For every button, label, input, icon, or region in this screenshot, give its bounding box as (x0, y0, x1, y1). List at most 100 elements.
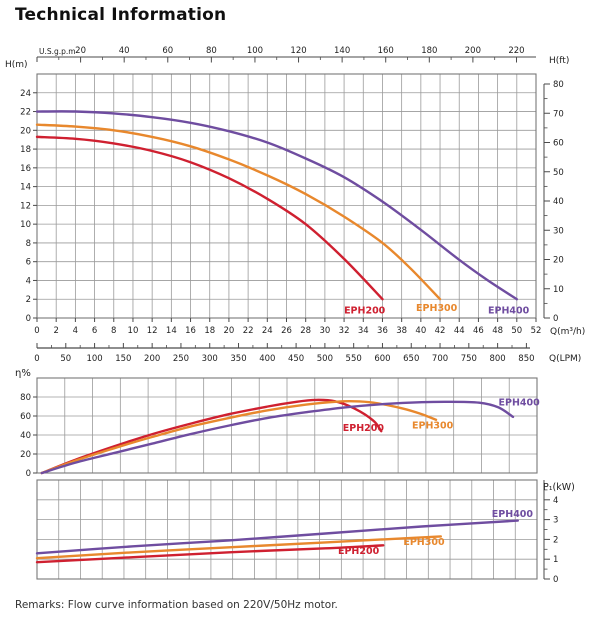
h-ft-axis-title: H(ft) (549, 56, 569, 66)
usgpm-tick-label: 100 (247, 46, 263, 56)
eta-tick-label: 60 (20, 412, 31, 422)
efficiency-chart-series-label-eph200: EPH200 (343, 423, 385, 434)
q-m3h-tick-label: 20 (224, 326, 235, 336)
q-m3h-tick-label: 50 (511, 326, 522, 336)
q-lpm-tick-label: 550 (346, 354, 362, 364)
h-m-tick-label: 2 (26, 295, 31, 305)
q-lpm-tick-label: 400 (259, 354, 275, 364)
q-lpm-tick-label: 0 (34, 354, 39, 364)
h-m-tick-label: 16 (20, 164, 31, 174)
head-chart-series-label-eph400: EPH400 (488, 305, 530, 316)
eta-axis-title: η% (15, 368, 31, 379)
q-m3h-tick-label: 48 (492, 326, 503, 336)
q-m3h-tick-label: 2 (53, 326, 58, 336)
q-lpm-tick-label: 250 (173, 354, 189, 364)
q-m3h-tick-label: 12 (147, 326, 158, 336)
power-chart-series-label-eph300: EPH300 (403, 537, 445, 548)
h-ft-tick-label: 0 (553, 314, 558, 324)
h-m-tick-label: 14 (20, 183, 31, 193)
efficiency-chart-plot-border (36, 377, 538, 474)
p-kw-tick-label: 2 (553, 535, 558, 545)
q-m3h-tick-label: 34 (358, 326, 369, 336)
page-title: Technical Information (15, 5, 227, 25)
p-kw-tick-label: 0 (553, 575, 558, 585)
h-m-tick-label: 8 (26, 239, 31, 249)
efficiency-chart-curve-eph200 (40, 398, 383, 475)
eta-tick-label: 40 (20, 431, 31, 441)
q-lpm-tick-label: 750 (461, 354, 477, 364)
q-m3h-tick-label: 18 (204, 326, 215, 336)
q-m3h-tick-label: 30 (319, 326, 330, 336)
usgpm-axis-title: U.S.g.p.m (39, 47, 76, 56)
q-m3h-tick-label: 24 (262, 326, 273, 336)
usgpm-tick-label: 60 (162, 46, 173, 56)
head-chart-series-label-eph300: EPH300 (416, 303, 458, 314)
head-chart-curve-eph200 (35, 135, 384, 301)
power-chart-curve-eph300 (35, 535, 442, 560)
q-m3h-tick-label: 46 (473, 326, 484, 336)
p-kw-tick-label: 3 (553, 516, 558, 526)
q-m3h-tick-label: 40 (415, 326, 426, 336)
q-m3h-tick-label: 6 (92, 326, 97, 336)
usgpm-tick-label: 220 (508, 46, 524, 56)
q-lpm-axis-title: Q(LPM) (549, 354, 581, 364)
h-m-tick-label: 22 (20, 108, 31, 118)
p-kw-axis-title: P₁(kW) (543, 482, 575, 493)
usgpm-tick-label: 180 (421, 46, 437, 56)
usgpm-tick-label: 20 (75, 46, 86, 56)
q-m3h-tick-label: 0 (34, 326, 39, 336)
q-m3h-tick-label: 10 (128, 326, 139, 336)
efficiency-chart-series-label-eph400: EPH400 (499, 398, 541, 409)
q-lpm-tick-label: 350 (230, 354, 246, 364)
h-m-axis-title: H(m) (5, 60, 28, 70)
q-m3h-tick-label: 4 (73, 326, 78, 336)
q-lpm-tick-label: 850 (518, 354, 534, 364)
q-m3h-tick-label: 22 (243, 326, 254, 336)
q-m3h-tick-label: 28 (300, 326, 311, 336)
eta-tick-label: 80 (20, 393, 31, 403)
eta-tick-label: 0 (26, 469, 31, 479)
q-m3h-tick-label: 44 (454, 326, 465, 336)
head-chart-curve-eph400 (35, 110, 518, 301)
h-m-tick-label: 6 (26, 258, 31, 268)
h-m-tick-label: 4 (26, 276, 31, 286)
power-chart-series-label-eph200: EPH200 (338, 546, 380, 557)
q-m3h-tick-label: 32 (339, 326, 350, 336)
q-lpm-tick-label: 600 (374, 354, 390, 364)
remarks-text: Remarks: Flow curve information based on… (15, 599, 338, 611)
h-m-tick-label: 24 (20, 89, 31, 99)
head-chart-series-label-eph200: EPH200 (344, 305, 386, 316)
h-ft-tick-label: 50 (553, 168, 564, 178)
efficiency-chart-curve-eph400 (40, 400, 515, 475)
p-kw-tick-label: 1 (553, 555, 558, 565)
efficiency-chart-curve-eph300 (40, 400, 438, 475)
q-m3h-tick-label: 52 (531, 326, 542, 336)
h-ft-tick-label: 20 (553, 256, 564, 266)
head-chart-curve-eph300 (35, 123, 442, 301)
q-lpm-tick-label: 100 (86, 354, 102, 364)
h-ft-tick-label: 40 (553, 197, 564, 207)
h-m-tick-label: 10 (20, 220, 31, 230)
q-m3h-tick-label: 36 (377, 326, 388, 336)
q-lpm-tick-label: 150 (115, 354, 131, 364)
q-m3h-tick-label: 42 (435, 326, 446, 336)
usgpm-tick-label: 140 (334, 46, 350, 56)
q-lpm-tick-label: 650 (403, 354, 419, 364)
efficiency-chart-series-label-eph300: EPH300 (412, 420, 454, 431)
q-m3h-tick-label: 26 (281, 326, 292, 336)
q-lpm-tick-label: 700 (432, 354, 448, 364)
q-lpm-tick-label: 200 (144, 354, 160, 364)
q-lpm-tick-label: 300 (202, 354, 218, 364)
h-ft-tick-label: 10 (553, 285, 564, 295)
q-lpm-tick-label: 450 (288, 354, 304, 364)
q-lpm-tick-label: 50 (60, 354, 71, 364)
q-m3h-tick-label: 16 (185, 326, 196, 336)
usgpm-tick-label: 200 (465, 46, 481, 56)
h-ft-tick-label: 80 (553, 80, 564, 90)
q-lpm-tick-label: 800 (489, 354, 505, 364)
q-m3h-tick-label: 38 (396, 326, 407, 336)
p-kw-tick-label: 4 (553, 496, 558, 506)
eta-tick-label: 20 (20, 450, 31, 460)
